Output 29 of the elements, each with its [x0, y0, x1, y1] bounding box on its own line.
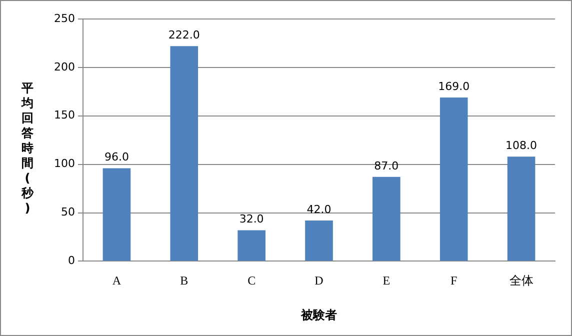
bar: [440, 97, 468, 261]
data-label: 222.0: [168, 28, 200, 42]
y-tick-label: 50: [60, 206, 75, 219]
data-label: 96.0: [104, 150, 129, 164]
bar: [372, 176, 400, 261]
data-label: 87.0: [374, 159, 399, 172]
data-label: 32.0: [239, 212, 264, 226]
x-tick-label: A: [112, 274, 122, 288]
bar: [238, 230, 266, 261]
data-label: 42.0: [306, 202, 332, 216]
bar: [102, 168, 131, 261]
y-tick-label: 0: [68, 254, 75, 268]
text: 平均回答時間(秒): [22, 81, 34, 215]
bar: [170, 46, 198, 261]
y-tick-label: 100: [54, 157, 75, 170]
x-tick-label: C: [248, 274, 256, 288]
y-tick-label: 200: [54, 60, 75, 74]
bar: [507, 156, 536, 261]
data-label: 169.0: [438, 80, 470, 93]
x-tick-label: E: [382, 274, 390, 288]
y-tick-label: 150: [54, 108, 75, 122]
x-tick-label: 全体: [509, 274, 534, 288]
x-axis-title: 被験者: [300, 308, 337, 322]
y-tick-label: 250: [54, 12, 75, 25]
bar: [305, 220, 333, 261]
data-label: 108.0: [506, 138, 538, 152]
x-tick-label: F: [450, 274, 458, 288]
x-tick-label: D: [314, 274, 324, 288]
x-tick-label: B: [180, 274, 188, 288]
